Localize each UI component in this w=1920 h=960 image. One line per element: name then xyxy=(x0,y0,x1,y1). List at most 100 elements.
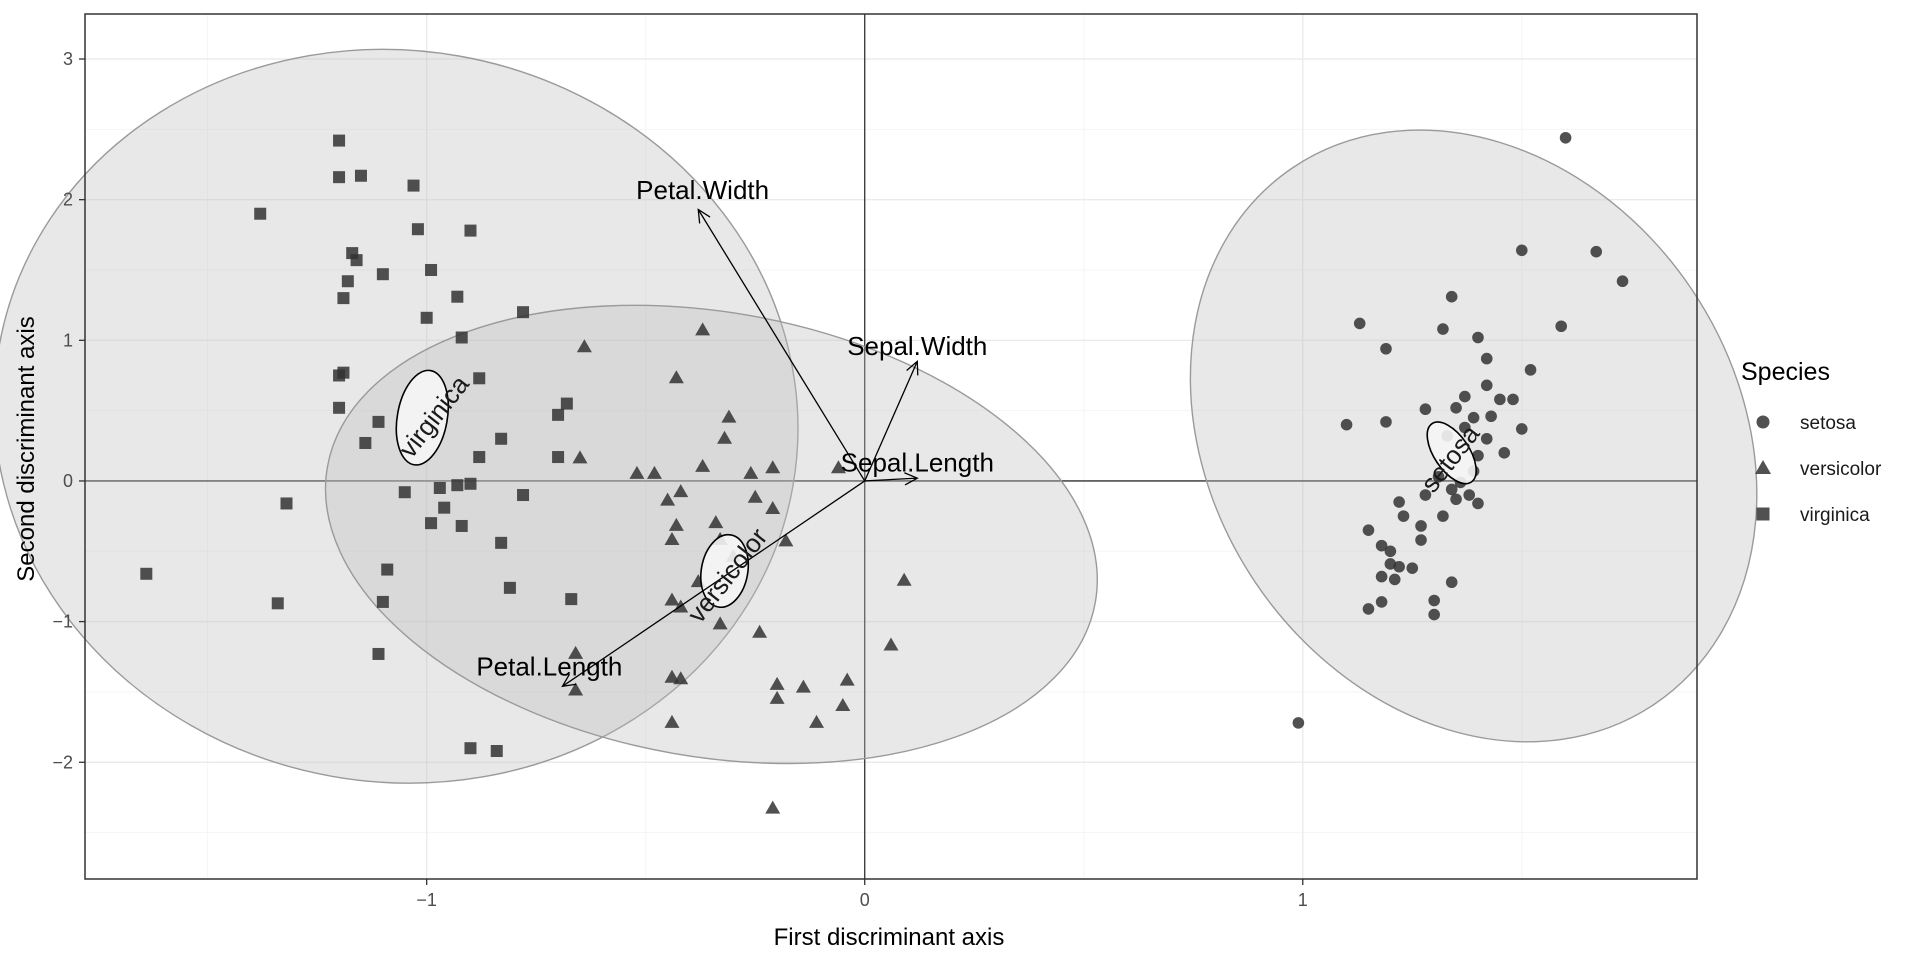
legend-label-versicolor: versicolor xyxy=(1800,459,1882,480)
legend-title: Species xyxy=(1741,358,1830,386)
virginica-point xyxy=(420,311,433,324)
y-tick-label: 0 xyxy=(63,471,73,491)
setosa-point xyxy=(1362,524,1375,536)
virginica-point xyxy=(398,486,411,499)
arrow-label: Petal.Width xyxy=(636,175,769,205)
virginica-point xyxy=(455,519,468,532)
setosa-point xyxy=(1463,489,1476,501)
virginica-point xyxy=(381,563,394,576)
y-tick-label: 2 xyxy=(63,190,73,210)
virginica-point xyxy=(337,292,350,305)
virginica-point xyxy=(473,451,486,464)
setosa-point xyxy=(1432,470,1445,483)
versicolor-point xyxy=(721,409,737,423)
arrow-sepal-length xyxy=(864,477,918,482)
virginica-point xyxy=(552,408,565,421)
versicolor-point xyxy=(769,676,785,690)
setosa-point xyxy=(1415,534,1427,546)
setosa-point xyxy=(1393,560,1405,573)
virginica-point xyxy=(464,224,477,237)
virginica-point xyxy=(254,207,267,220)
setosa-point xyxy=(1590,245,1603,258)
versicolor-point xyxy=(629,465,645,479)
virginica-point xyxy=(350,254,363,267)
legend-marker-setosa xyxy=(1756,415,1770,429)
versicolor-point xyxy=(769,690,785,704)
arrow-petal-length xyxy=(562,480,866,687)
setosa-point xyxy=(1380,416,1392,428)
setosa-point xyxy=(1472,497,1484,510)
setosa-point xyxy=(1616,275,1629,288)
virginica-point xyxy=(140,567,153,580)
setosa-point xyxy=(1437,323,1449,335)
setosa-point xyxy=(1450,493,1462,506)
virginica-point xyxy=(495,536,508,549)
y-tick-label: 1 xyxy=(63,330,73,350)
virginica-point xyxy=(333,401,346,414)
virginica-point xyxy=(464,477,477,490)
setosa-point xyxy=(1467,411,1480,424)
setosa-point xyxy=(1494,393,1506,406)
mean-ellipse-setosa xyxy=(1426,421,1477,485)
setosa-point xyxy=(1380,342,1392,355)
versicolor-point xyxy=(695,322,711,336)
setosa-point xyxy=(1450,402,1462,414)
legend-marker-virginica xyxy=(1756,507,1770,521)
versicolor-point xyxy=(572,450,588,464)
virginica-point xyxy=(517,489,530,502)
virginica-point xyxy=(372,415,385,428)
virginica-point xyxy=(473,372,486,385)
arrow-label: Sepal.Length xyxy=(841,448,994,478)
setosa-point xyxy=(1292,717,1305,729)
versicolor-point xyxy=(673,671,689,685)
virginica-point xyxy=(372,647,385,660)
versicolor-point xyxy=(747,489,763,503)
legend-label-setosa: setosa xyxy=(1800,413,1856,434)
virginica-point xyxy=(376,595,389,608)
setosa-point xyxy=(1419,489,1432,501)
versicolor-point xyxy=(712,616,728,630)
setosa-point xyxy=(1406,562,1419,574)
x-axis-ticks: −1 0 1 xyxy=(416,879,1308,910)
versicolor-point xyxy=(743,465,759,479)
versicolor-point xyxy=(839,672,855,686)
versicolor-point xyxy=(695,458,711,472)
versicolor-point xyxy=(765,501,781,515)
setosa-point xyxy=(1388,573,1401,586)
versicolor-point xyxy=(708,515,724,529)
zero-lines xyxy=(85,14,1697,879)
confidence-ellipses xyxy=(0,48,1758,784)
mean-ellipse-versicolor xyxy=(700,533,750,609)
versicolor-point xyxy=(717,430,733,444)
versicolor-point xyxy=(883,637,899,651)
setosa-point xyxy=(1393,496,1405,508)
versicolor-point xyxy=(830,460,846,474)
setosa-point xyxy=(1459,421,1471,434)
legend-marker-versicolor xyxy=(1755,460,1771,474)
virginica-point xyxy=(341,275,354,288)
virginica-point xyxy=(464,742,477,755)
y-tick-label: 3 xyxy=(63,49,73,69)
virginica-point xyxy=(560,397,573,410)
x-axis-title: First discriminant axis xyxy=(774,924,1005,951)
legend-label-virginica: virginica xyxy=(1800,505,1870,526)
setosa-point xyxy=(1480,432,1493,445)
arrow-sepal-width xyxy=(864,361,918,482)
x-tick-label: −1 xyxy=(416,890,437,910)
virginica-point xyxy=(271,597,284,610)
virginica-point xyxy=(565,593,578,606)
virginica-point xyxy=(425,263,438,276)
versicolor-point xyxy=(795,679,811,693)
virginica-point xyxy=(280,497,293,510)
x-tick-label: 0 xyxy=(860,890,870,910)
setosa-point xyxy=(1428,608,1440,621)
arrow-head xyxy=(904,472,919,486)
setosa-point xyxy=(1419,403,1432,416)
panel-border xyxy=(84,13,1698,880)
legend: Species setosa versicolor virginica xyxy=(1741,358,1882,526)
y-axis-title: Second discriminant axis xyxy=(13,316,40,581)
setosa-point xyxy=(1559,131,1572,144)
confidence-ellipse-versicolor xyxy=(324,304,1098,765)
versicolor-point xyxy=(664,669,680,683)
